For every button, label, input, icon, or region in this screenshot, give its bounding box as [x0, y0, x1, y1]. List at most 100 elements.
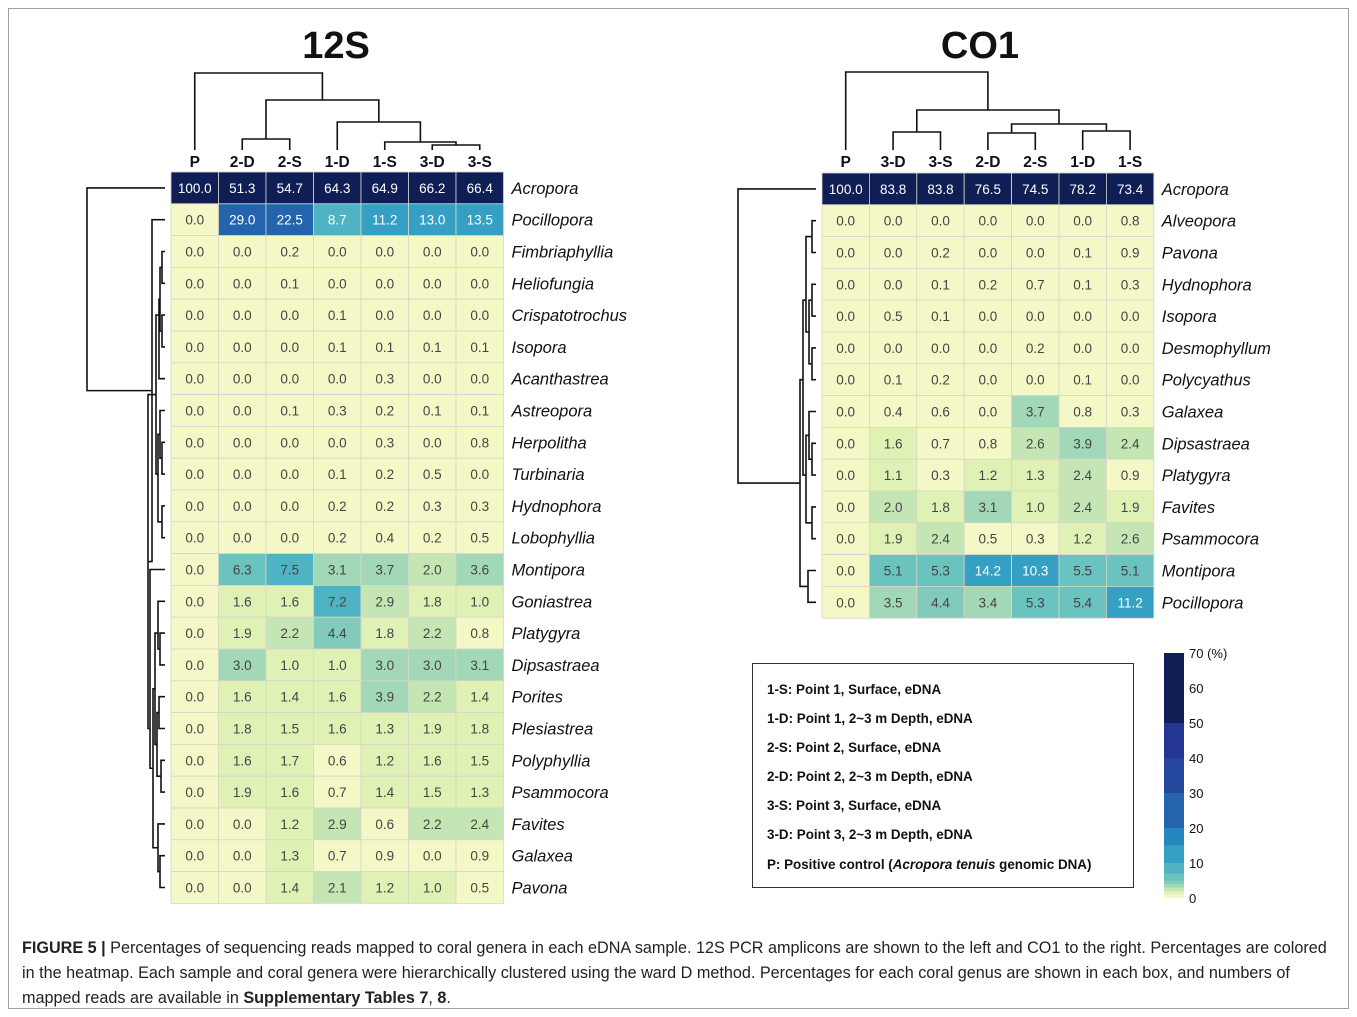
cell-value: 0.0: [185, 753, 204, 768]
cell-value: 0.0: [280, 499, 299, 514]
heatmap-cell: [170, 425, 219, 459]
heatmap-cell: [455, 680, 504, 713]
heatmap-cell: [963, 299, 1013, 333]
cell-value: 1.6: [280, 594, 299, 609]
cell-value: 2.9: [328, 817, 347, 832]
cell-value: 1.8: [233, 722, 252, 737]
heatmap-cell: [170, 871, 219, 904]
heatmap-cell: [963, 426, 1013, 460]
colorbar-band: [1164, 880, 1184, 884]
cell-value: 0.0: [884, 341, 903, 356]
heatmap-cell: [1011, 522, 1060, 555]
cell-value: 3.0: [233, 658, 252, 673]
cell-value: 0.0: [1073, 214, 1092, 229]
cell-value: 0.0: [280, 467, 299, 482]
cell-value: 1.1: [884, 468, 903, 483]
column-dendrogram-link: [431, 144, 481, 150]
column-label: 3-S: [928, 154, 952, 171]
heatmap-cell: [1011, 426, 1060, 460]
cell-value: 0.0: [185, 276, 204, 291]
heatmap-cell: [218, 266, 267, 300]
cell-value: 2.2: [423, 817, 442, 832]
cell-value: 0.0: [836, 277, 855, 292]
heatmap-cell: [869, 395, 918, 428]
cell-value: 0.0: [328, 276, 347, 291]
cell-value: 0.0: [185, 626, 204, 641]
column-dendrogram-link: [336, 121, 422, 150]
heatmap-cell: [170, 712, 219, 745]
heatmap-cell: [916, 395, 965, 428]
cell-value: 5.1: [1121, 564, 1140, 579]
cell-value: 0.0: [233, 372, 252, 387]
heatmap-cell: [1058, 172, 1107, 206]
cell-value: 3.1: [979, 500, 998, 515]
heatmap-cell: [1106, 426, 1155, 460]
row-label: Lobophyllia: [512, 530, 595, 548]
heatmap-cell: [1058, 586, 1107, 619]
column-dendrogram-link: [241, 138, 291, 150]
heatmap-cell: [313, 298, 362, 332]
cell-value: 0.1: [1073, 373, 1092, 388]
cell-value: 0.0: [185, 563, 204, 578]
heatmap-cell: [408, 648, 457, 682]
heatmap-cell: [265, 807, 314, 841]
cell-value: 2.1: [328, 881, 347, 896]
heatmap-cell: [869, 554, 918, 587]
cell-value: 1.4: [375, 785, 394, 800]
heatmap-cell: [455, 298, 504, 332]
cell-value: 0.0: [233, 849, 252, 864]
heatmap-cell: [265, 521, 314, 554]
cell-value: 0.0: [185, 658, 204, 673]
heatmap-cell: [313, 871, 362, 904]
cell-value: 1.4: [280, 881, 299, 896]
heatmap-cell: [408, 235, 457, 268]
cell-value: 0.1: [328, 467, 347, 482]
cell-value: 0.0: [979, 405, 998, 420]
heatmap-cell: [1106, 172, 1155, 206]
heatmap-cell: [916, 458, 965, 492]
cell-value: 0.5: [470, 881, 489, 896]
colorbar-band: [1164, 828, 1184, 846]
heatmap-cell: [265, 489, 314, 523]
cell-value: 0.0: [185, 785, 204, 800]
cell-value: 0.5: [884, 309, 903, 324]
heatmap-cell: [360, 203, 409, 237]
row-dendrogram-link: [807, 569, 816, 604]
colorbar-tick-label: 50: [1189, 716, 1203, 731]
cell-value: 1.3: [1026, 468, 1045, 483]
heatmap-cell: [408, 521, 457, 554]
heatmap-cell: [916, 172, 965, 206]
panel-title: 12S: [302, 25, 370, 67]
cell-value: 0.0: [884, 214, 903, 229]
row-label: Turbinaria: [512, 466, 585, 484]
row-dendrogram-link: [737, 188, 816, 484]
cell-value: 0.0: [233, 531, 252, 546]
cell-value: 5.1: [884, 564, 903, 579]
cell-value: 0.6: [328, 753, 347, 768]
heatmap-cell: [265, 744, 314, 777]
heatmap-cell: [1106, 267, 1155, 301]
heatmap-cell: [218, 648, 267, 682]
heatmap-cell: [963, 204, 1013, 238]
cell-value: 0.6: [931, 405, 950, 420]
cell-value: 0.0: [1026, 214, 1045, 229]
heatmap-cell: [408, 362, 457, 395]
row-dendrogram-link: [160, 759, 165, 793]
heatmap-cell: [455, 585, 504, 618]
heatmap-cell: [218, 457, 267, 491]
cell-value: 0.1: [280, 404, 299, 419]
caption-text: Percentages of sequencing reads mapped t…: [22, 939, 1327, 1007]
cell-value: 6.3: [233, 563, 252, 578]
column-label: 2-S: [1023, 154, 1047, 171]
column-dendrogram-link: [987, 132, 1037, 150]
cell-value: 0.0: [979, 341, 998, 356]
row-label: Isopora: [512, 339, 567, 357]
heatmap-cell: [218, 744, 267, 777]
heatmap-cell: [218, 553, 267, 586]
heatmap-cell: [265, 839, 314, 872]
heatmap-cell: [218, 871, 267, 904]
heatmap-cell: [1058, 522, 1107, 555]
cell-value: 0.2: [328, 531, 347, 546]
cell-value: 0.3: [470, 499, 489, 514]
colorbar-band: [1164, 653, 1184, 723]
